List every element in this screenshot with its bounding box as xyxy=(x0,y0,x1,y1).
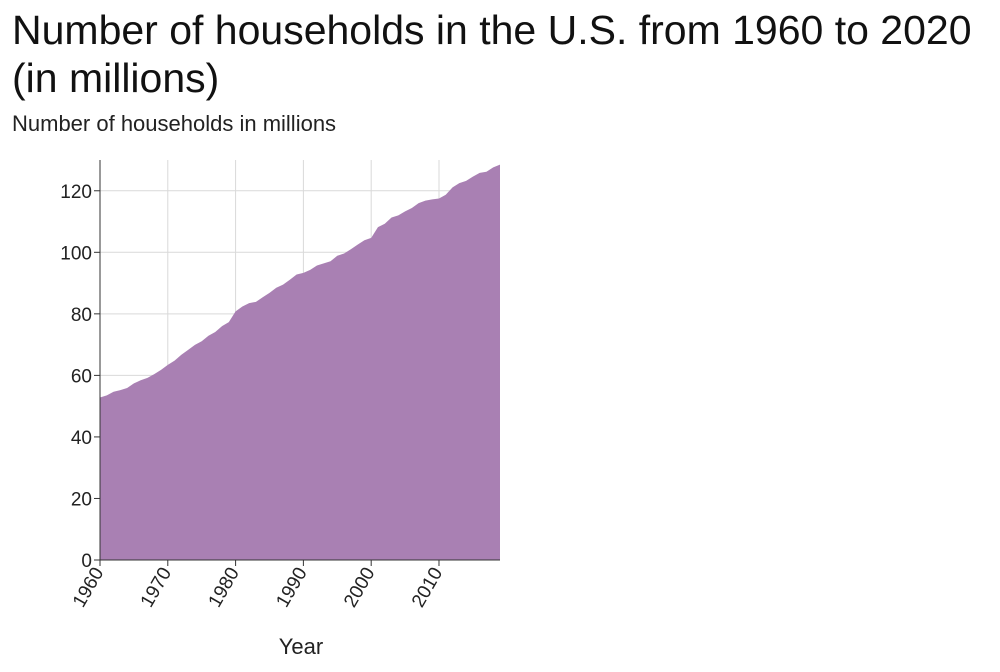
axes xyxy=(94,160,500,566)
households-area xyxy=(100,164,500,560)
x-tick-label: 2000 xyxy=(340,564,379,611)
data-area-layer xyxy=(100,164,500,560)
y-tick-label: 80 xyxy=(71,305,92,326)
chart-title: Number of households in the U.S. from 19… xyxy=(12,7,972,101)
y-tick-label: 60 xyxy=(71,366,92,387)
x-tick-label: 1980 xyxy=(205,564,244,611)
y-tick-label: 120 xyxy=(60,182,92,203)
y-tick-label: 40 xyxy=(71,428,92,449)
y-tick-label: 0 xyxy=(81,551,92,572)
x-tick-label: 2010 xyxy=(408,564,447,611)
y-tick-label: 20 xyxy=(71,489,92,510)
x-axis-label: Year xyxy=(278,634,324,659)
y-axis-label: Number of households in millions xyxy=(12,111,337,136)
y-tick-label: 100 xyxy=(60,243,92,264)
x-tick-label: 1970 xyxy=(137,564,176,611)
x-tick-labels: 1960 1970 1980 1990 2000 2010 xyxy=(69,564,447,611)
x-tick-label: 1960 xyxy=(69,564,108,611)
x-tick-label: 1990 xyxy=(272,564,311,611)
y-tick-labels: 0 20 40 60 80 100 120 xyxy=(60,182,92,572)
